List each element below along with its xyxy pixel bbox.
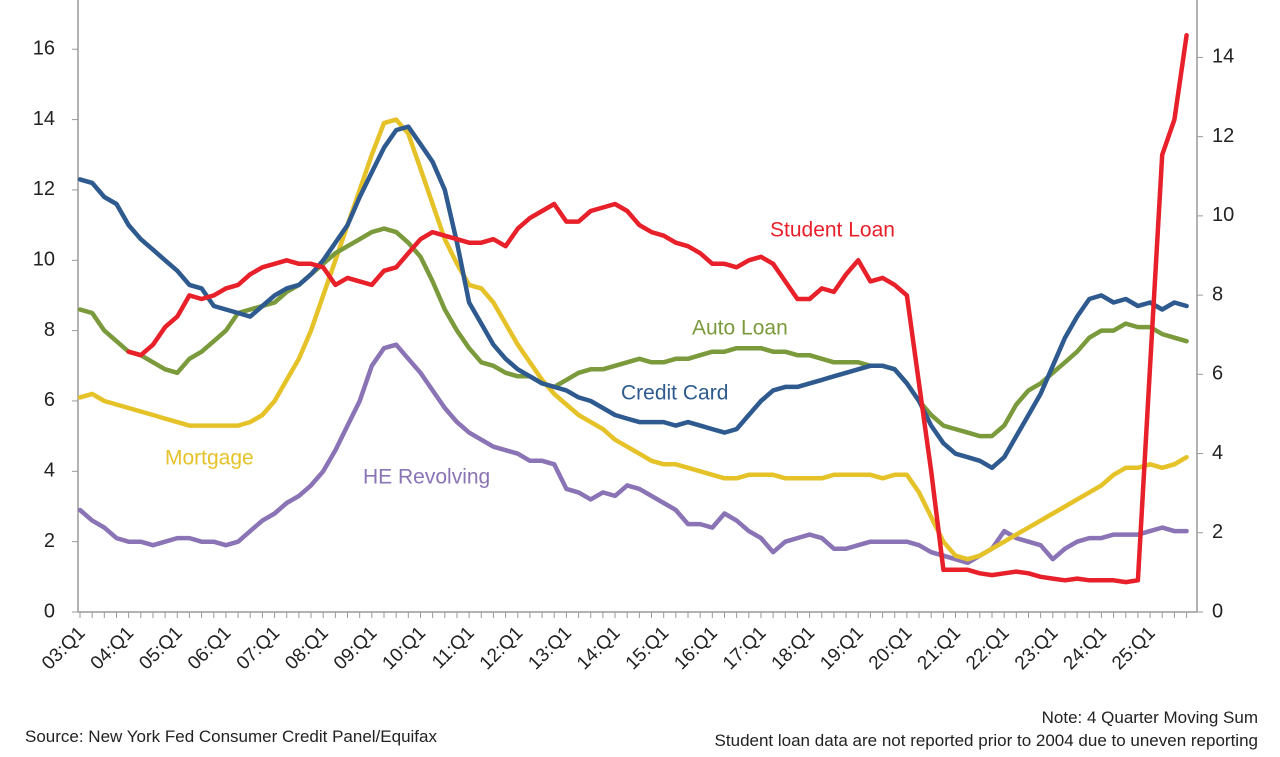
series-label: Auto Loan xyxy=(692,317,788,340)
series-line xyxy=(77,342,1189,566)
series-label: Student Loan xyxy=(770,219,895,242)
y-tick-label: 4 xyxy=(44,460,55,482)
series-line xyxy=(77,117,1189,562)
x-tick-label: 04:Q1 xyxy=(87,623,138,674)
x-tick-label: 11:Q1 xyxy=(428,623,478,673)
x-tick-label: 25:Q1 xyxy=(1108,623,1159,674)
y2-tick-label: 12 xyxy=(1212,125,1234,147)
x-tick-label: 03:Q1 xyxy=(38,623,89,674)
series-line xyxy=(77,124,1189,471)
y2-tick-label: 2 xyxy=(1212,521,1223,543)
footnote: Note: 4 Quarter Moving Sum xyxy=(1042,708,1258,727)
series-label: Mortgage xyxy=(165,447,254,470)
series-line xyxy=(77,226,1189,439)
footnote: Student loan data are not reported prior… xyxy=(715,731,1258,750)
y-tick-label: 14 xyxy=(33,108,55,130)
x-tick-label: 06:Q1 xyxy=(184,623,235,674)
x-tick-label: 10:Q1 xyxy=(379,623,430,674)
y-tick-label: 2 xyxy=(44,530,55,552)
x-tick-label: 15:Q1 xyxy=(622,623,673,674)
y2-tick-label: 8 xyxy=(1212,283,1223,305)
series-line xyxy=(126,32,1189,585)
y2-tick-label: 4 xyxy=(1212,442,1223,464)
source-note: Source: New York Fed Consumer Credit Pan… xyxy=(25,727,437,746)
x-tick-label: 20:Q1 xyxy=(865,623,916,674)
y-tick-label: 6 xyxy=(44,389,55,411)
series-label: HE Revolving xyxy=(363,466,490,489)
x-tick-label: 13:Q1 xyxy=(524,623,575,674)
x-tick-label: 17:Q1 xyxy=(719,623,770,674)
x-tick-label: 22:Q1 xyxy=(962,623,1013,674)
x-tick-label: 19:Q1 xyxy=(816,623,867,674)
x-tick-label: 18:Q1 xyxy=(768,623,819,674)
y2-tick-label: 14 xyxy=(1212,46,1234,68)
x-tick-label: 12:Q1 xyxy=(476,623,527,674)
x-tick-label: 24:Q1 xyxy=(1060,623,1111,674)
y-tick-label: 12 xyxy=(33,178,55,200)
y2-tick-label: 6 xyxy=(1212,363,1223,385)
x-tick-label: 07:Q1 xyxy=(233,623,284,674)
x-tick-label: 09:Q1 xyxy=(330,623,381,674)
y2-tick-label: 0 xyxy=(1212,600,1223,622)
y-tick-label: 0 xyxy=(44,600,55,622)
y-tick-label: 16 xyxy=(33,38,55,60)
y-tick-label: 10 xyxy=(33,249,55,271)
x-tick-label: 23:Q1 xyxy=(1011,623,1062,674)
x-tick-label: 16:Q1 xyxy=(670,623,721,674)
y-tick-label: 8 xyxy=(44,319,55,341)
x-tick-label: 08:Q1 xyxy=(281,623,332,674)
y2-tick-label: 10 xyxy=(1212,204,1234,226)
series-label: Credit Card xyxy=(621,382,728,405)
x-tick-label: 05:Q1 xyxy=(135,623,186,674)
x-tick-label: 21:Q1 xyxy=(914,623,965,674)
x-tick-label: 14:Q1 xyxy=(573,623,624,674)
